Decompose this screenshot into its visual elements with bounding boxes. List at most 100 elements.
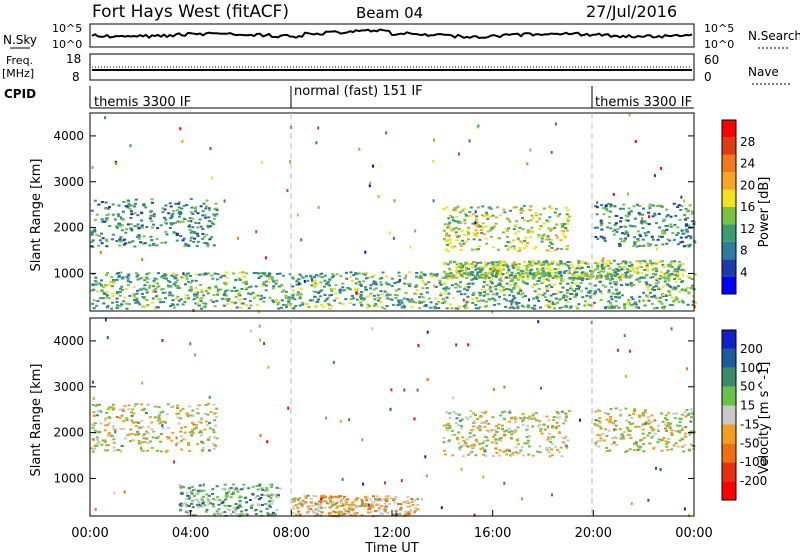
velocity-cell bbox=[399, 506, 403, 509]
power-colorbar-swatch bbox=[722, 259, 736, 277]
power-noise-dot bbox=[129, 144, 132, 148]
power-cell bbox=[484, 293, 488, 296]
power-cell bbox=[385, 283, 389, 285]
power-cell bbox=[498, 282, 502, 285]
power-cell bbox=[632, 303, 636, 305]
velocity-cell bbox=[143, 407, 147, 410]
power-ytick-label: 4000 bbox=[53, 129, 84, 143]
velocity-cell bbox=[319, 504, 323, 507]
velocity-cell bbox=[450, 429, 454, 432]
velocity-noise-dot bbox=[455, 343, 458, 347]
velocity-cell bbox=[179, 409, 183, 412]
velocity-cell bbox=[208, 436, 212, 439]
velocity-cell bbox=[448, 417, 452, 420]
power-cell bbox=[669, 225, 673, 228]
velocity-cell bbox=[479, 448, 483, 450]
velocity-cell bbox=[497, 438, 501, 441]
nsky-tick-top-right: 10^5 bbox=[704, 22, 734, 35]
power-cell bbox=[521, 217, 524, 219]
velocity-cell bbox=[215, 510, 219, 513]
velocity-cell bbox=[448, 412, 452, 415]
velocity-cell bbox=[206, 438, 210, 441]
power-noise-dot bbox=[181, 140, 184, 143]
power-cell bbox=[513, 265, 517, 268]
power-cell bbox=[169, 222, 173, 225]
power-cell bbox=[573, 295, 577, 298]
power-cell bbox=[364, 277, 368, 280]
power-cell bbox=[135, 299, 139, 302]
power-cell bbox=[172, 210, 176, 213]
power-cell bbox=[234, 279, 238, 281]
velocity-cell bbox=[649, 425, 653, 428]
power-cell bbox=[624, 276, 628, 279]
power-cell bbox=[630, 304, 634, 307]
power-cell bbox=[359, 293, 363, 296]
power-cell bbox=[684, 218, 687, 221]
velocity-region-4 bbox=[442, 409, 571, 458]
power-cell bbox=[554, 275, 558, 278]
power-cell bbox=[576, 307, 579, 310]
power-cell bbox=[525, 266, 529, 269]
power-cell bbox=[656, 281, 660, 284]
velocity-cell bbox=[297, 510, 301, 513]
power-cell bbox=[511, 301, 514, 304]
power-cell bbox=[613, 223, 617, 226]
power-cell bbox=[173, 306, 176, 309]
power-cell bbox=[606, 273, 610, 276]
power-cell bbox=[485, 304, 489, 307]
power-cell bbox=[492, 303, 496, 306]
power-cell bbox=[484, 237, 488, 240]
velocity-cell bbox=[161, 410, 165, 413]
power-cell bbox=[444, 287, 448, 290]
velocity-cell bbox=[442, 436, 446, 439]
power-cell bbox=[172, 283, 176, 286]
power-noise-dot bbox=[120, 216, 123, 220]
power-cell bbox=[90, 209, 94, 212]
velocity-cell bbox=[180, 491, 184, 494]
power-cell bbox=[516, 307, 520, 310]
velocity-cell bbox=[146, 449, 149, 452]
power-noise-dot bbox=[364, 250, 367, 254]
power-cell bbox=[135, 272, 138, 275]
power-cell bbox=[472, 232, 476, 235]
power-cell bbox=[547, 272, 551, 275]
power-cell bbox=[445, 232, 449, 235]
velocity-cell bbox=[615, 443, 619, 446]
velocity-cell bbox=[187, 487, 191, 490]
power-cell bbox=[363, 273, 367, 276]
power-cell bbox=[559, 260, 563, 263]
power-cell bbox=[689, 235, 693, 238]
power-cell bbox=[495, 269, 499, 272]
velocity-cell bbox=[547, 419, 551, 422]
velocity-cell bbox=[551, 443, 555, 446]
power-noise-dot bbox=[385, 131, 388, 135]
velocity-cell bbox=[445, 424, 449, 427]
velocity-cell bbox=[677, 430, 681, 432]
power-cell bbox=[498, 214, 502, 217]
velocity-cell bbox=[468, 432, 472, 435]
power-cell bbox=[91, 284, 95, 286]
power-cell bbox=[637, 277, 641, 280]
velocity-cell bbox=[234, 487, 238, 490]
velocity-cell bbox=[667, 441, 671, 443]
power-cell bbox=[672, 202, 676, 205]
power-cell bbox=[481, 299, 485, 302]
power-noise-dot bbox=[286, 189, 289, 193]
velocity-colorbar-swatch bbox=[722, 367, 736, 387]
velocity-cell bbox=[643, 411, 647, 414]
velocity-cell bbox=[551, 425, 555, 427]
velocity-cell bbox=[207, 503, 211, 506]
power-cell bbox=[683, 213, 687, 216]
velocity-noise-dot bbox=[367, 503, 370, 507]
power-cell bbox=[581, 271, 585, 274]
power-cell bbox=[406, 298, 409, 301]
power-cell bbox=[539, 306, 542, 309]
power-cell bbox=[344, 298, 348, 301]
power-cell bbox=[554, 297, 558, 300]
power-cell bbox=[157, 306, 161, 309]
power-cell bbox=[477, 291, 481, 294]
power-cell bbox=[132, 295, 136, 298]
power-cell bbox=[521, 209, 525, 212]
power-cell bbox=[115, 278, 119, 281]
velocity-cell bbox=[511, 452, 515, 454]
